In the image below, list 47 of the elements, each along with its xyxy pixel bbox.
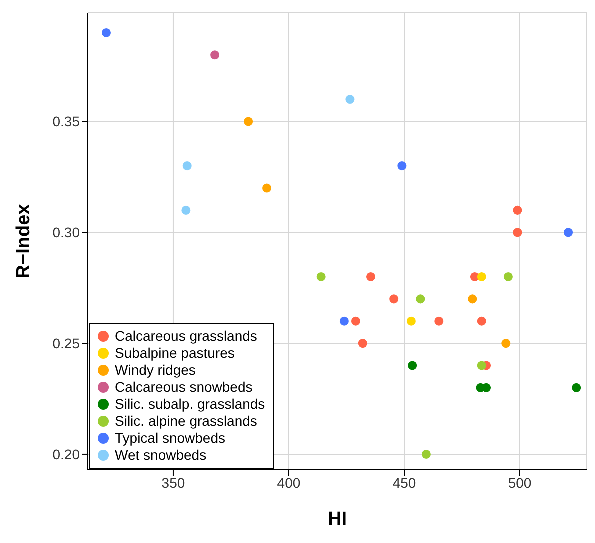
x-tick-label: 350 xyxy=(162,474,186,491)
point xyxy=(504,272,513,282)
point xyxy=(358,339,368,348)
point xyxy=(572,383,582,392)
point xyxy=(408,361,418,370)
point xyxy=(513,228,522,238)
x-tick-label: 450 xyxy=(392,474,416,491)
point xyxy=(422,450,431,459)
point xyxy=(390,294,399,304)
point xyxy=(434,316,444,326)
point xyxy=(182,162,192,171)
point xyxy=(406,316,416,326)
point xyxy=(244,117,254,126)
y-tick-label: 0.20 xyxy=(52,446,80,462)
point xyxy=(398,162,407,171)
point xyxy=(477,272,486,282)
legend-label: Silic. alpine grasslands xyxy=(115,413,258,430)
y-tick-label: 0.25 xyxy=(52,336,80,352)
point xyxy=(262,184,272,193)
point xyxy=(468,294,478,304)
legend-label: Calcareous grasslands xyxy=(115,328,258,345)
point xyxy=(477,361,486,370)
point xyxy=(513,206,522,215)
point xyxy=(340,316,349,326)
point xyxy=(366,272,376,282)
y-tick-label: 0.30 xyxy=(52,224,80,241)
point xyxy=(182,206,191,215)
point xyxy=(210,50,220,60)
x-axis-title: HI xyxy=(328,509,347,530)
legend-label: Wet snowbeds xyxy=(115,447,207,464)
point xyxy=(477,316,486,326)
point xyxy=(102,28,111,38)
legend-label: Windy ridges xyxy=(115,362,196,379)
point xyxy=(416,294,426,304)
point xyxy=(564,228,574,238)
x-tick-label: 400 xyxy=(277,474,301,491)
y-axis-title: R−Index xyxy=(14,204,35,279)
legend-label: Calcareous snowbeds xyxy=(115,379,253,396)
point xyxy=(351,316,360,326)
point xyxy=(316,272,326,282)
x-tick-label: 500 xyxy=(508,474,532,491)
point xyxy=(502,339,511,348)
point xyxy=(346,95,355,104)
y-tick-label: 0.35 xyxy=(52,114,80,130)
legend-label: Subalpine pastures xyxy=(115,345,235,362)
legend-label: Typical snowbeds xyxy=(115,430,226,447)
legend-label: Silic. subalp. grasslands xyxy=(115,396,266,413)
